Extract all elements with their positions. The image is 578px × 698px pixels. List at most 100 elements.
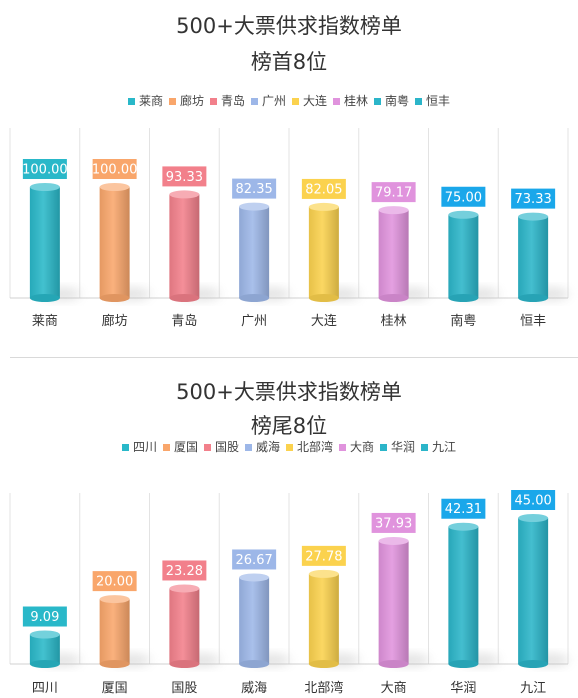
chart-title: 500+大票供求指数榜单	[176, 380, 402, 404]
chart-title: 500+大票供求指数榜单	[176, 14, 402, 38]
legend-item[interactable]: 国股	[203, 438, 239, 455]
legend-item[interactable]: 恒丰	[415, 92, 450, 109]
legend-label: 大商	[350, 440, 375, 454]
tick-label: 大连	[311, 313, 337, 329]
legend-swatch	[339, 444, 347, 451]
legend-label: 华润	[391, 440, 416, 454]
tick-label: 桂林	[381, 314, 407, 329]
data-label: 26.67	[232, 549, 277, 570]
svg-text:79.17: 79.17	[375, 186, 412, 201]
bar	[518, 514, 549, 668]
legend-swatch	[244, 444, 252, 451]
tick-label: 厦国	[102, 681, 128, 696]
legend-item[interactable]: 广州	[250, 92, 286, 109]
bar	[448, 522, 479, 668]
legend-item[interactable]: 桂林	[333, 92, 368, 109]
data-label: 9.09	[22, 606, 67, 627]
legend-item[interactable]: 廊坊	[168, 92, 204, 109]
legend-item[interactable]: 南粤	[374, 92, 409, 109]
tick-label: 青岛	[171, 313, 197, 329]
legend-swatch	[121, 444, 129, 451]
legend-swatch	[286, 444, 293, 451]
svg-text:82.05: 82.05	[305, 182, 342, 197]
bar	[169, 584, 200, 668]
bar-chart: 100.00 莱商 100.00 廊坊 93.33 青岛 82.35 广州 82.05 大连 79.…	[9, 128, 570, 329]
bar	[239, 202, 270, 302]
bar	[169, 190, 200, 302]
data-label: 82.05	[301, 178, 346, 199]
bar	[29, 183, 60, 302]
data-label: 82.35	[232, 178, 277, 199]
svg-text:82.35: 82.35	[236, 182, 273, 197]
tick-label: 九江	[520, 681, 546, 696]
data-label: 79.17	[371, 182, 416, 203]
svg-text:37.93: 37.93	[375, 516, 412, 531]
svg-text:42.31: 42.31	[445, 502, 482, 517]
tick-label: 四川	[32, 681, 58, 696]
legend-label: 莱商	[138, 94, 163, 108]
data-label: 37.93	[371, 512, 416, 533]
legend-item[interactable]: 莱商	[127, 92, 163, 109]
legend-label: 威海	[255, 440, 280, 454]
legend-label: 大连	[303, 94, 328, 108]
legend-item[interactable]: 九江	[421, 438, 456, 455]
legend: 四川 厦国 国股 威海 北部湾 大商 华润 九江	[0, 438, 578, 455]
legend-item[interactable]: 威海	[244, 438, 280, 455]
legend-label: 青岛	[220, 94, 245, 108]
svg-text:23.28: 23.28	[166, 564, 203, 579]
legend-label: 厦国	[173, 440, 198, 454]
bar	[448, 210, 479, 302]
legend-item[interactable]: 青岛	[209, 92, 245, 109]
tick-label: 廊坊	[102, 313, 128, 329]
legend-swatch	[292, 98, 299, 105]
legend-swatch	[374, 98, 382, 105]
bar	[378, 206, 409, 302]
bar	[378, 536, 409, 668]
legend-swatch	[127, 98, 135, 105]
legend-swatch	[250, 98, 258, 105]
tick-label: 华润	[450, 681, 476, 696]
chart-subtitle: 榜尾8位	[250, 414, 328, 438]
legend-swatch	[168, 98, 176, 105]
bar	[518, 212, 549, 302]
legend-item[interactable]: 四川	[121, 438, 157, 455]
legend-swatch	[421, 444, 429, 451]
bar-chart: 9.09 四川 20.00 厦国 23.28 国股 26.67 威海 27.78 北部湾 37.93…	[9, 490, 570, 696]
legend-label: 北部湾	[297, 440, 334, 454]
data-label: 100.00	[22, 159, 68, 179]
data-label: 27.78	[301, 545, 346, 566]
data-label: 20.00	[92, 571, 137, 592]
svg-text:73.33: 73.33	[515, 192, 552, 207]
data-label: 42.31	[441, 498, 486, 519]
legend-label: 桂林	[344, 94, 369, 108]
svg-text:75.00: 75.00	[445, 190, 482, 205]
data-label: 23.28	[162, 560, 207, 581]
legend-item[interactable]: 大商	[339, 438, 374, 455]
tick-label: 北部湾	[304, 680, 343, 696]
tick-label: 大商	[381, 681, 407, 696]
legend-label: 恒丰	[426, 94, 451, 108]
svg-text:45.00: 45.00	[515, 494, 552, 509]
tick-label: 莱商	[32, 314, 58, 329]
tick-label: 国股	[171, 681, 197, 696]
bar	[239, 573, 270, 668]
legend-swatch	[415, 98, 423, 105]
bar	[99, 595, 130, 668]
data-label: 100.00	[92, 159, 137, 179]
divider	[10, 357, 578, 358]
tick-label: 恒丰	[520, 314, 546, 329]
svg-text:27.78: 27.78	[305, 549, 342, 564]
legend-label: 四川	[132, 440, 157, 454]
legend-swatch	[209, 98, 217, 105]
legend-item[interactable]: 北部湾	[286, 438, 333, 455]
data-label: 45.00	[511, 490, 556, 510]
legend-label: 九江	[432, 440, 457, 454]
svg-text:26.67: 26.67	[236, 553, 273, 568]
bar	[99, 183, 130, 302]
legend-item[interactable]: 厦国	[162, 438, 198, 455]
legend-item[interactable]: 大连	[292, 92, 327, 109]
legend-swatch	[203, 444, 211, 451]
legend-label: 廊坊	[179, 94, 204, 108]
legend: 莱商 廊坊 青岛 广州 大连 桂林 南粤 恒丰	[0, 92, 578, 109]
legend-item[interactable]: 华润	[380, 438, 415, 455]
